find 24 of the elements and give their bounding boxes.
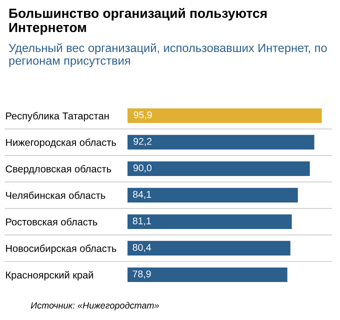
bar — [128, 108, 322, 123]
bar — [128, 188, 298, 202]
data-label: 80,4 — [132, 244, 152, 252]
bar — [128, 134, 314, 150]
y-tick-label: Нижегородская область — [6, 138, 116, 148]
bar — [128, 267, 288, 282]
y-tick-label: Ростовская область — [6, 218, 98, 226]
data-label: 95,9 — [134, 111, 152, 120]
bar — [128, 214, 292, 230]
text: Источник: «Нижегородстат» — [30, 302, 159, 310]
data-label: 78,9 — [132, 270, 151, 278]
y-tick-label: Челябинская область — [6, 191, 106, 199]
y-tick-label: Красноярский край — [6, 271, 93, 281]
chart-title: Большинство организаций пользуются Интернетом — [9, 8, 267, 35]
y-tick-label: Новосибирская область — [6, 244, 116, 254]
bar — [128, 161, 310, 176]
data-label: 92,2 — [134, 138, 152, 146]
data-label: 81,1 — [132, 217, 151, 226]
data-label: 90,0 — [133, 164, 152, 172]
y-tick-label: Свердловская область — [6, 165, 112, 174]
y-tick-label: Республика Татарстан — [6, 112, 109, 122]
chart-subtitle: Удельный вес организаций, использовавших Интернет, по регионам присутствия — [8, 43, 327, 68]
data-label: 84,1 — [133, 190, 152, 199]
bar — [128, 240, 290, 256]
